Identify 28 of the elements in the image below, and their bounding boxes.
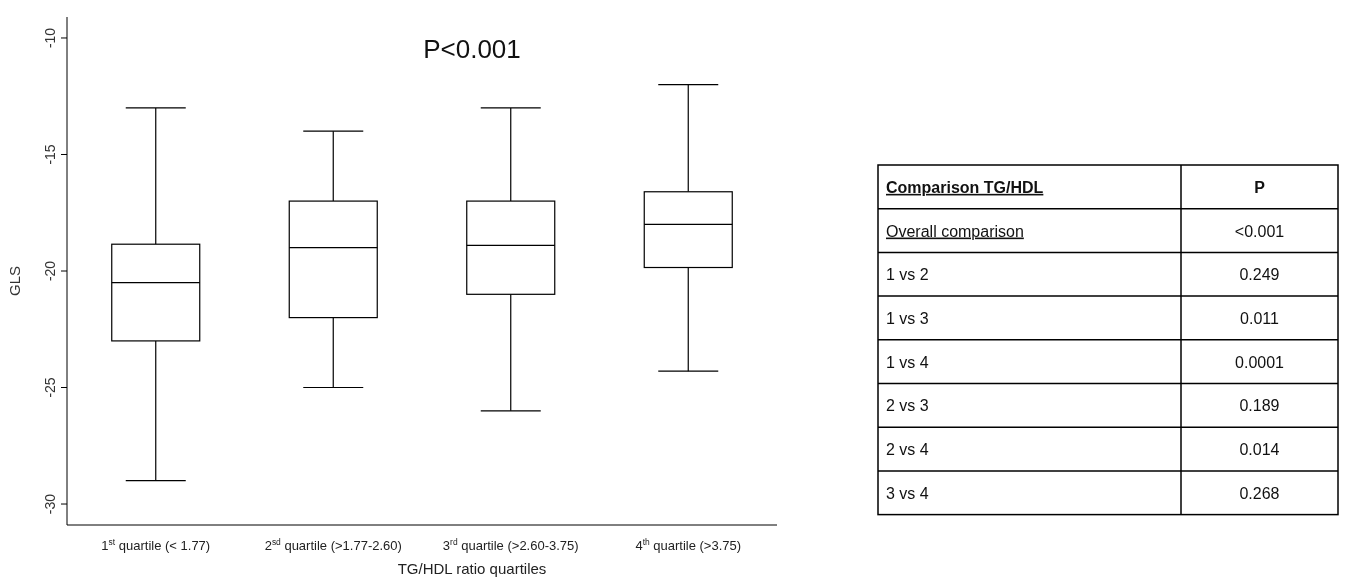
x-axis-title: TG/HDL ratio quartiles — [397, 560, 547, 577]
x-tick-label: 4$^{th}$ quartile (>3.75) — [635, 537, 742, 553]
category-label: 1 vs 4 — [886, 353, 929, 371]
y-tick-label: -20 — [42, 260, 58, 282]
category-label: 2 vs 4 — [886, 441, 929, 459]
category-label: Comparison TG/HDL — [886, 178, 1044, 196]
y-axis-title: GLS — [6, 265, 23, 297]
text: 0.268 — [1239, 484, 1280, 502]
text: 0.014 — [1239, 441, 1280, 459]
text: 0.0001 — [1235, 353, 1284, 371]
y-tick-label: -30 — [42, 493, 58, 515]
x-tick-label: 2$^{sd}$ quartile (>1.77-2.60) — [264, 537, 402, 553]
y-tick-label: -15 — [42, 144, 58, 165]
x-tick-label: 3$^{rd}$ quartile (>2.60-3.75) — [442, 537, 579, 553]
text: <0.001 — [1234, 222, 1285, 240]
x-tick-label: 1$^{st}$ quartile (< 1.77) — [101, 537, 211, 553]
text: P<0.001 — [423, 34, 521, 64]
text: 0.189 — [1239, 397, 1280, 415]
text: 0.011 — [1240, 309, 1279, 327]
category-label: 3 vs 4 — [886, 484, 929, 502]
text: P — [1254, 178, 1265, 196]
category-label: 1 vs 3 — [886, 309, 929, 327]
text: 0.249 — [1239, 266, 1280, 284]
category-label: 1 vs 2 — [886, 266, 929, 284]
y-tick-label: -10 — [42, 27, 58, 49]
y-tick-label: -25 — [42, 377, 58, 398]
category-label: Overall comparison — [886, 222, 1024, 240]
category-label: 2 vs 3 — [886, 397, 929, 415]
